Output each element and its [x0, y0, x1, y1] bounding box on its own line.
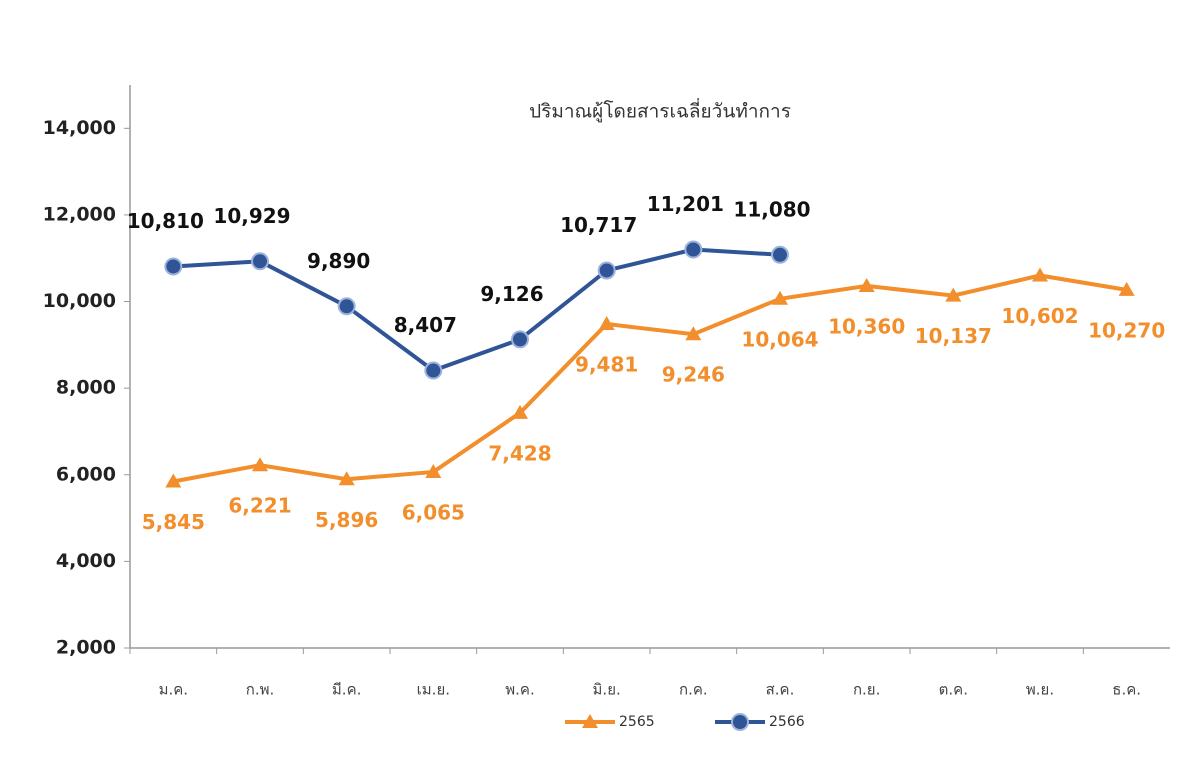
x-tick-label: ก.ย.	[853, 681, 880, 699]
data-label: 10,810	[127, 209, 204, 233]
data-label: 9,890	[307, 249, 370, 273]
data-point	[424, 361, 443, 380]
data-label: 10,270	[1088, 318, 1165, 342]
y-tick-label: 8,000	[56, 377, 116, 399]
x-tick-label: มิ.ย.	[593, 681, 621, 699]
data-point	[945, 287, 962, 302]
data-point	[858, 277, 875, 292]
x-tick-label: ก.ค.	[679, 681, 708, 699]
data-point	[1032, 267, 1048, 282]
data-point	[251, 252, 269, 271]
x-tick-label: ก.พ.	[246, 681, 275, 699]
series-line	[172, 273, 1127, 484]
y-tick-label: 14,000	[43, 117, 116, 139]
data-point	[685, 326, 702, 341]
data-label: 8,407	[394, 313, 457, 337]
legend-marker	[582, 714, 598, 728]
data-point	[252, 457, 268, 472]
data-label: 9,126	[480, 282, 543, 306]
data-label: 7,428	[488, 441, 551, 465]
data-point	[165, 473, 182, 488]
y-tick-label: 10,000	[43, 290, 116, 312]
x-tick-label: พ.ย.	[1026, 681, 1054, 699]
data-label: 5,845	[142, 510, 205, 534]
data-label: 5,896	[315, 508, 378, 532]
legend-marker	[731, 713, 749, 731]
data-point	[772, 290, 788, 305]
series-line	[173, 247, 781, 373]
x-tick-label: พ.ค.	[505, 681, 534, 699]
data-point	[1118, 281, 1135, 296]
data-label: 11,201	[647, 192, 724, 216]
legend-label: 2565	[619, 714, 655, 730]
data-label: 11,080	[733, 197, 810, 221]
y-tick-label: 4,000	[56, 550, 116, 572]
data-point	[512, 404, 528, 419]
data-point	[337, 297, 356, 316]
data-label: 10,929	[213, 204, 290, 228]
data-point	[425, 463, 442, 478]
data-label: 10,064	[741, 327, 818, 351]
x-tick-label: ธ.ค.	[1112, 681, 1141, 699]
data-point	[338, 471, 355, 486]
x-tick-label: ม.ค.	[159, 681, 188, 699]
chart-title: ปริมาณผู้โดยสารเฉลี่ยวันทำการ	[529, 98, 791, 123]
data-label: 10,137	[915, 324, 992, 348]
y-tick-label: 12,000	[43, 203, 116, 225]
data-label: 6,221	[228, 494, 291, 518]
data-label: 10,360	[828, 314, 905, 338]
data-label: 9,481	[575, 353, 638, 377]
data-label: 9,246	[662, 363, 725, 387]
x-tick-label: ต.ค.	[939, 681, 968, 699]
data-point	[684, 240, 703, 259]
data-point	[597, 261, 616, 280]
data-point	[771, 245, 789, 264]
y-tick-label: 2,000	[56, 637, 116, 659]
data-label: 6,065	[402, 500, 465, 524]
data-label: 10,602	[1001, 304, 1078, 328]
data-point	[598, 316, 615, 331]
x-tick-label: ส.ค.	[766, 681, 795, 699]
x-tick-label: มี.ค.	[332, 681, 361, 699]
data-point	[511, 330, 529, 349]
data-label: 10,717	[560, 213, 637, 237]
x-tick-label: เม.ย.	[417, 681, 450, 699]
y-tick-label: 6,000	[56, 463, 116, 485]
data-point	[164, 257, 183, 276]
legend-label: 2566	[769, 714, 805, 730]
